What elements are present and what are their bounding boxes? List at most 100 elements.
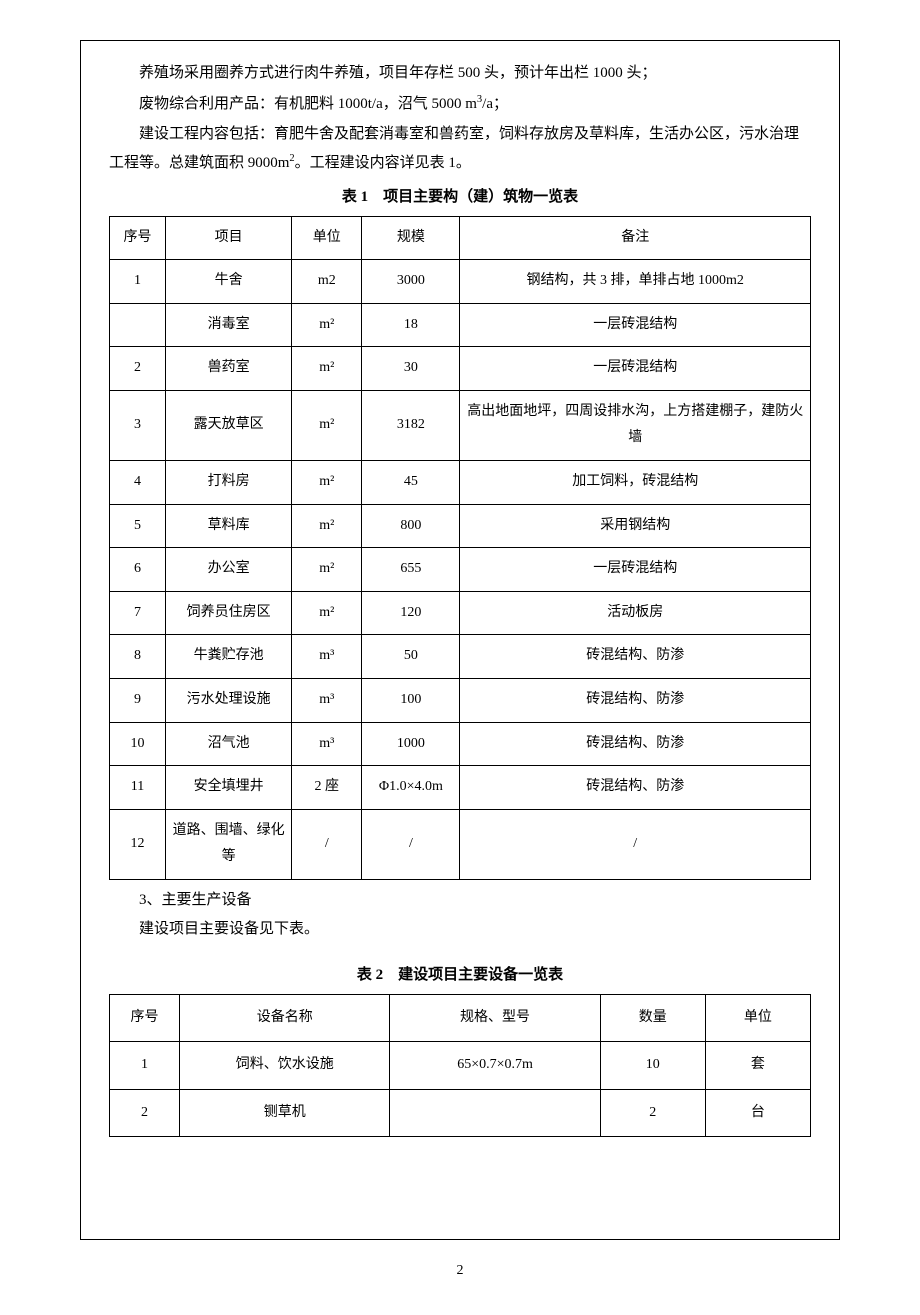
table1-cell-unit: m²	[292, 548, 362, 592]
table1-cell-seq: 6	[110, 548, 166, 592]
table1-cell-note: /	[460, 809, 811, 879]
table1-cell-unit: m²	[292, 591, 362, 635]
table1-cell-note: 钢结构，共 3 排，单排占地 1000m2	[460, 260, 811, 304]
table1-cell-unit: 2 座	[292, 766, 362, 810]
table1-cell-note: 一层砖混结构	[460, 303, 811, 347]
table1-cell-seq: 10	[110, 722, 166, 766]
table2-title: 表 2 建设项目主要设备一览表	[109, 961, 811, 990]
table1-cell-unit: m²	[292, 347, 362, 391]
table1-cell-item: 污水处理设施	[166, 679, 292, 723]
table1-title: 表 1 项目主要构（建）筑物一览表	[109, 183, 811, 212]
table2-cell-qty: 2	[600, 1089, 705, 1137]
table1-cell-scale: 3182	[362, 390, 460, 460]
table1-cell-seq: 5	[110, 504, 166, 548]
table1-cell-item: 牛粪贮存池	[166, 635, 292, 679]
table1-cell-unit: m²	[292, 303, 362, 347]
table-row: 11安全填埋井2 座Φ1.0×4.0m砖混结构、防渗	[110, 766, 811, 810]
table1-cell-scale: 3000	[362, 260, 460, 304]
table2-header-name: 设备名称	[180, 994, 390, 1042]
table1-cell-item: 安全填埋井	[166, 766, 292, 810]
table1-cell-item: 沼气池	[166, 722, 292, 766]
page-number: 2	[0, 1258, 920, 1285]
table1: 序号 项目 单位 规模 备注 1牛舍m23000钢结构，共 3 排，单排占地 1…	[109, 216, 811, 881]
table2-cell-spec	[390, 1089, 600, 1137]
table1-cell-note: 高出地面地坪，四周设排水沟，上方搭建棚子，建防火墙	[460, 390, 811, 460]
table1-cell-note: 一层砖混结构	[460, 548, 811, 592]
table-row: 12道路、围墙、绿化等///	[110, 809, 811, 879]
paragraph-2: 废物综合利用产品：有机肥料 1000t/a，沼气 5000 m3/a；	[109, 90, 811, 119]
table1-header-note: 备注	[460, 216, 811, 260]
table1-cell-unit: m³	[292, 679, 362, 723]
table-row: 4打料房m²45加工饲料，砖混结构	[110, 461, 811, 505]
table1-cell-seq: 3	[110, 390, 166, 460]
table2: 序号 设备名称 规格、型号 数量 单位 1饲料、饮水设施65×0.7×0.7m1…	[109, 994, 811, 1138]
table1-cell-note: 活动板房	[460, 591, 811, 635]
table1-cell-scale: 655	[362, 548, 460, 592]
table1-cell-note: 一层砖混结构	[460, 347, 811, 391]
table1-header-scale: 规模	[362, 216, 460, 260]
table-row: 9污水处理设施m³100砖混结构、防渗	[110, 679, 811, 723]
table1-cell-seq: 4	[110, 461, 166, 505]
table2-header-seq: 序号	[110, 994, 180, 1042]
table1-cell-unit: m2	[292, 260, 362, 304]
table-row: 2兽药室m²30一层砖混结构	[110, 347, 811, 391]
table1-cell-unit: /	[292, 809, 362, 879]
table1-cell-seq: 9	[110, 679, 166, 723]
table1-cell-scale: 30	[362, 347, 460, 391]
table-row: 3露天放草区m²3182高出地面地坪，四周设排水沟，上方搭建棚子，建防火墙	[110, 390, 811, 460]
table1-cell-seq: 11	[110, 766, 166, 810]
table1-cell-scale: 1000	[362, 722, 460, 766]
table-row: 5草料库m²800采用钢结构	[110, 504, 811, 548]
table1-cell-item: 兽药室	[166, 347, 292, 391]
table1-cell-item: 饲养员住房区	[166, 591, 292, 635]
table2-header-unit: 单位	[705, 994, 810, 1042]
table1-cell-seq: 12	[110, 809, 166, 879]
table-row: 消毒室m²18一层砖混结构	[110, 303, 811, 347]
section3-heading: 3、主要生产设备	[109, 886, 811, 915]
table1-cell-item: 消毒室	[166, 303, 292, 347]
table1-cell-item: 办公室	[166, 548, 292, 592]
table-row: 1牛舍m23000钢结构，共 3 排，单排占地 1000m2	[110, 260, 811, 304]
table1-cell-scale: 50	[362, 635, 460, 679]
paragraph-2-prefix: 废物综合利用产品：有机肥料 1000t/a，沼气 5000 m	[139, 96, 477, 112]
table1-cell-scale: 18	[362, 303, 460, 347]
content-frame: 养殖场采用圈养方式进行肉牛养殖，项目年存栏 500 头，预计年出栏 1000 头…	[80, 40, 840, 1240]
table1-cell-item: 牛舍	[166, 260, 292, 304]
table2-cell-seq: 2	[110, 1089, 180, 1137]
table1-cell-item: 打料房	[166, 461, 292, 505]
table1-cell-scale: 800	[362, 504, 460, 548]
table1-header-item: 项目	[166, 216, 292, 260]
table1-cell-scale: 45	[362, 461, 460, 505]
paragraph-3: 建设工程内容包括：育肥牛舍及配套消毒室和兽药室，饲料存放房及草料库，生活办公区，…	[109, 120, 811, 177]
table1-cell-unit: m³	[292, 722, 362, 766]
table1-cell-seq: 8	[110, 635, 166, 679]
table2-cell-name: 铡草机	[180, 1089, 390, 1137]
table1-cell-note: 采用钢结构	[460, 504, 811, 548]
table2-cell-seq: 1	[110, 1042, 180, 1090]
table1-cell-scale: 120	[362, 591, 460, 635]
table1-cell-note: 砖混结构、防渗	[460, 635, 811, 679]
table1-cell-scale: /	[362, 809, 460, 879]
table1-cell-seq	[110, 303, 166, 347]
table2-header-qty: 数量	[600, 994, 705, 1042]
table1-cell-seq: 2	[110, 347, 166, 391]
table-row: 6办公室m²655一层砖混结构	[110, 548, 811, 592]
table2-cell-spec: 65×0.7×0.7m	[390, 1042, 600, 1090]
table1-cell-note: 砖混结构、防渗	[460, 722, 811, 766]
table-row: 1饲料、饮水设施65×0.7×0.7m10套	[110, 1042, 811, 1090]
table-row: 7饲养员住房区m²120活动板房	[110, 591, 811, 635]
table-row: 2铡草机2台	[110, 1089, 811, 1137]
table1-cell-unit: m²	[292, 461, 362, 505]
table2-header-spec: 规格、型号	[390, 994, 600, 1042]
table1-cell-note: 砖混结构、防渗	[460, 679, 811, 723]
table1-cell-seq: 7	[110, 591, 166, 635]
paragraph-3-suffix: 。工程建设内容详见表 1。	[295, 155, 471, 171]
table1-cell-unit: m³	[292, 635, 362, 679]
table2-cell-name: 饲料、饮水设施	[180, 1042, 390, 1090]
table2-cell-unit: 台	[705, 1089, 810, 1137]
table1-header-unit: 单位	[292, 216, 362, 260]
page: 养殖场采用圈养方式进行肉牛养殖，项目年存栏 500 头，预计年出栏 1000 头…	[0, 0, 920, 1315]
table1-cell-note: 砖混结构、防渗	[460, 766, 811, 810]
table1-cell-unit: m²	[292, 504, 362, 548]
table2-cell-unit: 套	[705, 1042, 810, 1090]
